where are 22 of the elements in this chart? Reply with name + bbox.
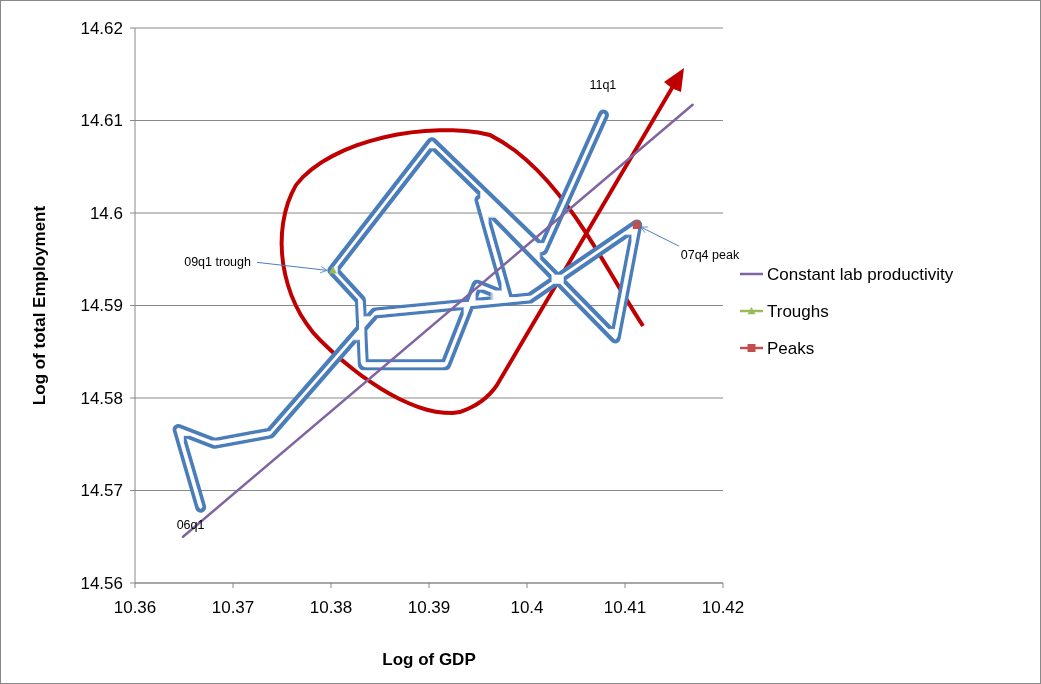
x-tick-label: 10.37 bbox=[211, 598, 255, 617]
y-tick-label: 14.62 bbox=[80, 18, 123, 38]
y-tick-label: 14.56 bbox=[80, 573, 123, 593]
y-tick-label: 14.6 bbox=[89, 203, 123, 223]
x-tick-label: 10.36 bbox=[113, 598, 157, 617]
x-tick-label: 10.39 bbox=[407, 598, 451, 617]
legend-label: Troughs bbox=[767, 301, 829, 321]
legend-label: Peaks bbox=[767, 338, 815, 358]
y-axis-title: Log of total Employment bbox=[30, 205, 49, 406]
y-tick-label: 14.59 bbox=[80, 296, 123, 316]
x-tick-label: 10.38 bbox=[309, 598, 353, 617]
y-tick-label: 14.61 bbox=[80, 111, 123, 131]
annotation: 11q1 bbox=[589, 77, 617, 92]
legend-label: Constant lab productivity bbox=[767, 264, 954, 284]
annotation: 09q1 trough bbox=[184, 255, 251, 270]
x-tick-label: 10.42 bbox=[701, 598, 745, 617]
y-tick-label: 14.57 bbox=[80, 481, 123, 501]
x-axis-title: Log of GDP bbox=[382, 650, 476, 669]
y-tick-label: 14.58 bbox=[80, 388, 123, 408]
annotation: 07q4 peak bbox=[680, 248, 740, 263]
x-tick-label: 10.4 bbox=[510, 598, 544, 617]
x-tick-label: 10.41 bbox=[603, 598, 647, 617]
